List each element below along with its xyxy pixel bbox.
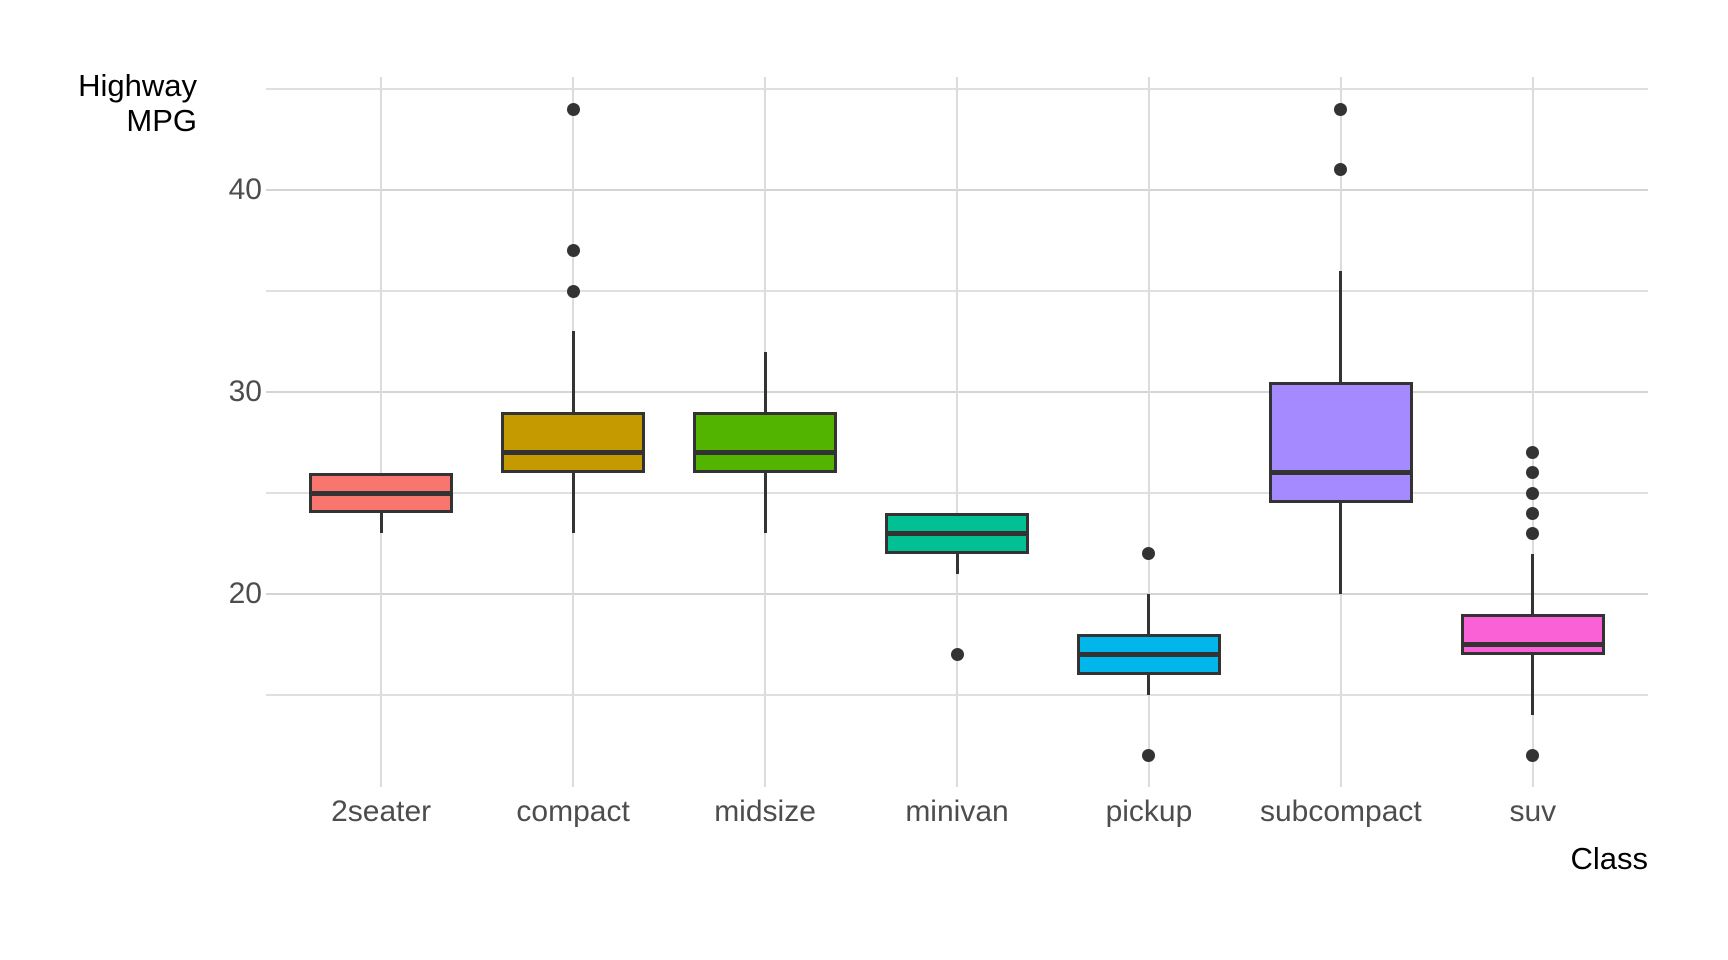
gridline-x-2seater xyxy=(380,77,383,787)
outlier-suv-23 xyxy=(1526,526,1540,540)
x-tick-label-pickup: pickup xyxy=(1105,795,1193,828)
whisker-lower-subcompact xyxy=(1339,503,1343,594)
whisker-lower-2seater xyxy=(379,513,383,534)
median-minivan xyxy=(885,530,1029,536)
outlier-suv-24 xyxy=(1526,506,1540,520)
median-pickup xyxy=(1076,652,1221,658)
whisker-lower-suv xyxy=(1531,654,1535,716)
box-suv xyxy=(1460,614,1605,655)
whisker-upper-suv xyxy=(1531,553,1535,615)
median-suv xyxy=(1460,642,1605,647)
gridline-x-pickup xyxy=(1147,77,1150,787)
gridline-x-suv xyxy=(1531,77,1534,787)
outlier-pickup-22 xyxy=(1142,547,1156,561)
box-midsize xyxy=(693,412,838,473)
whisker-lower-minivan xyxy=(955,553,959,574)
median-midsize xyxy=(693,450,838,456)
y-tick-label-30: 30 xyxy=(228,375,262,408)
outlier-suv-25 xyxy=(1526,486,1540,500)
median-subcompact xyxy=(1268,470,1413,476)
outlier-compact-35 xyxy=(566,284,580,298)
y-tick-label-20: 20 xyxy=(228,577,262,610)
whisker-lower-pickup xyxy=(1147,674,1151,695)
gridline-x-minivan xyxy=(956,77,958,787)
y-axis-title: Highway MPG xyxy=(57,68,197,138)
y-axis-title-line1: Highway xyxy=(78,68,197,103)
outlier-pickup-12 xyxy=(1142,749,1156,763)
whisker-upper-pickup xyxy=(1147,594,1151,635)
median-compact xyxy=(501,450,646,456)
whisker-upper-midsize xyxy=(763,351,767,413)
x-tick-label-midsize: midsize xyxy=(714,795,816,828)
outlier-minivan-17 xyxy=(950,648,964,662)
y-axis-title-line2: MPG xyxy=(126,103,197,138)
outlier-suv-27 xyxy=(1526,446,1540,460)
box-subcompact xyxy=(1268,381,1413,504)
x-tick-label-compact: compact xyxy=(516,795,630,828)
y-tick-label-40: 40 xyxy=(228,173,262,206)
whisker-upper-subcompact xyxy=(1339,270,1343,382)
box-compact xyxy=(501,412,646,473)
outlier-subcompact-44 xyxy=(1334,102,1348,116)
x-axis-title: Class xyxy=(1570,841,1648,876)
median-2seater xyxy=(309,490,454,496)
x-tick-label-suv: suv xyxy=(1509,795,1557,828)
whisker-lower-compact xyxy=(571,472,575,534)
x-tick-label-2seater: 2seater xyxy=(331,795,432,828)
whisker-upper-compact xyxy=(571,331,575,413)
x-tick-label-subcompact: subcompact xyxy=(1260,795,1422,828)
outlier-suv-12 xyxy=(1526,749,1540,763)
outlier-suv-26 xyxy=(1526,466,1540,480)
x-tick-label-minivan: minivan xyxy=(905,795,1009,828)
outlier-compact-37 xyxy=(566,244,580,258)
outlier-subcompact-41 xyxy=(1334,163,1348,177)
outlier-compact-44 xyxy=(566,102,580,116)
whisker-lower-midsize xyxy=(763,472,767,534)
